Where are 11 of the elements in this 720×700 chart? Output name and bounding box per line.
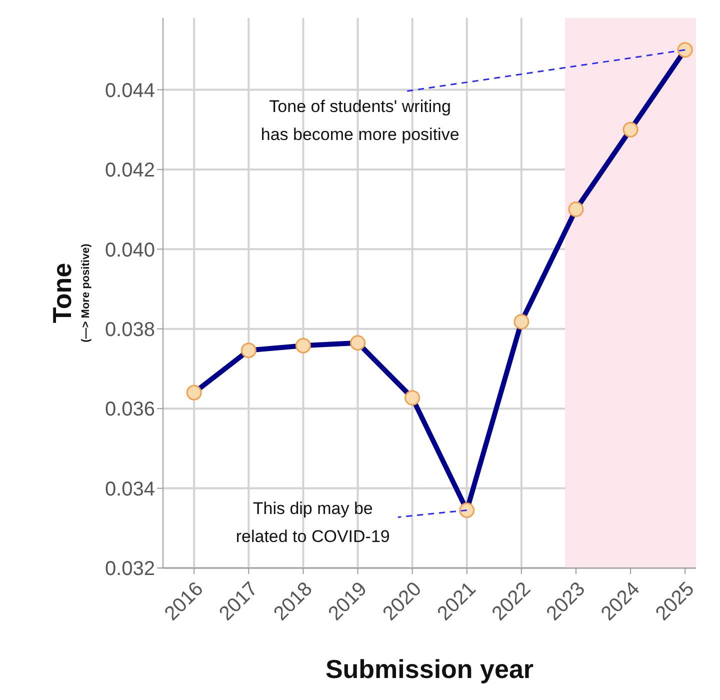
annotation: Tone of students' writing has become more positive bbox=[260, 96, 460, 144]
y-tick-label: 0.034 bbox=[104, 478, 155, 500]
y-axis-title: Tone (—> More positive) bbox=[47, 243, 92, 342]
annotation: This dip may be related to COVID-19 bbox=[236, 499, 390, 546]
y-tick-label: 0.038 bbox=[104, 318, 155, 341]
x-axis-title: Submission year bbox=[325, 654, 534, 684]
y-tick-label: 0.042 bbox=[104, 160, 155, 182]
y-tick-label: 0.032 bbox=[104, 558, 155, 580]
y-tick-label: 0.036 bbox=[104, 398, 155, 421]
y-tick-label: 0.040 bbox=[104, 239, 155, 262]
y-tick-label: 0.044 bbox=[104, 80, 155, 102]
